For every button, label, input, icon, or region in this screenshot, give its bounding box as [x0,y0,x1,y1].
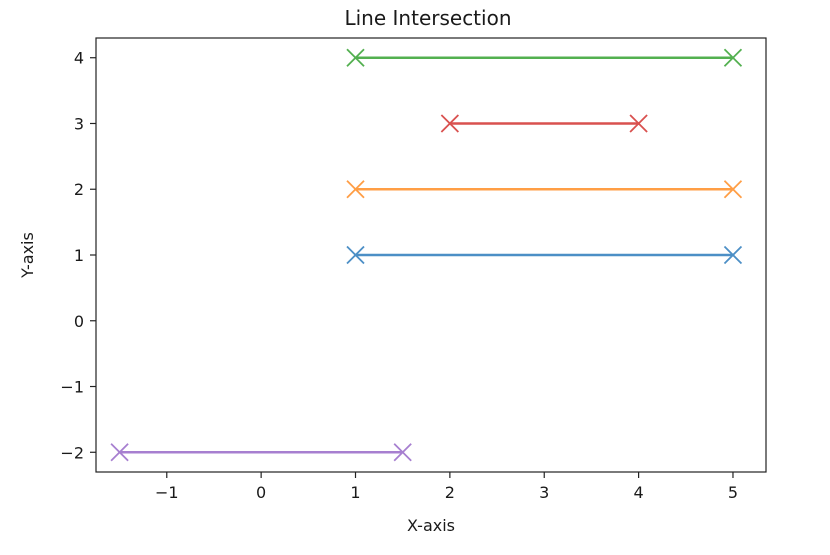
x-tick-label: 1 [350,483,360,502]
data-point-marker [393,443,412,462]
data-point-marker [629,114,648,133]
x-tick-label: 2 [445,483,455,502]
data-point-marker [723,245,743,265]
y-tick-label: −2 [60,443,84,462]
data-point-marker [346,180,365,199]
y-tick-label: 0 [74,312,84,331]
x-tick-label: 5 [728,483,738,502]
y-axis-label: Y-axis [18,232,37,279]
plot-area-frame [95,37,767,473]
series-1 [346,180,743,199]
x-tick-label: −1 [155,483,179,502]
series-4 [110,443,412,462]
y-tick-label: 2 [74,180,84,199]
y-tick-label: 1 [74,246,84,265]
data-point-marker [110,443,129,462]
series-0 [346,245,743,265]
data-point-marker [723,48,743,67]
series-2 [440,114,648,133]
y-tick-label: −1 [60,378,84,397]
data-point-marker [723,180,743,199]
data-point-marker [346,245,365,265]
x-tick-label: 0 [256,483,266,502]
y-tick-label: 3 [74,114,84,133]
x-axis-label: X-axis [407,516,455,535]
y-axis-ticks: −2 −1 0 1 2 3 4 [60,49,96,462]
y-tick-label: 4 [74,49,84,68]
series-layer [110,48,743,462]
data-point-marker [440,114,460,133]
chart-title: Line Intersection [344,6,511,30]
series-3 [346,48,743,67]
x-axis-ticks: −1 0 1 2 3 4 5 [155,472,738,502]
data-point-marker [346,48,365,67]
x-tick-label: 4 [634,483,644,502]
x-tick-label: 3 [539,483,549,502]
